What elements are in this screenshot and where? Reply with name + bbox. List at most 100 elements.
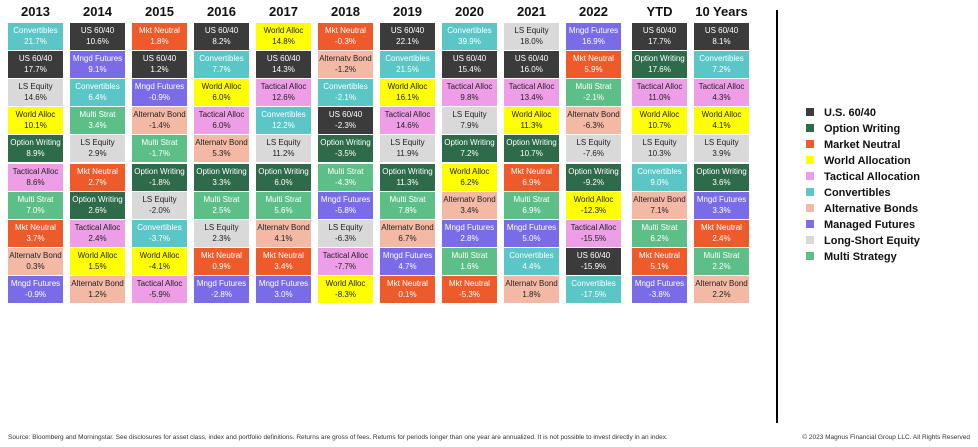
legend-item: Convertibles	[806, 186, 891, 200]
cell-value: 7.1%	[650, 205, 669, 215]
cell: World Alloc -4.1%	[132, 247, 187, 275]
column-header: 2021	[517, 4, 546, 19]
cell-value: 6.4%	[88, 93, 107, 103]
column-header: 2020	[455, 4, 484, 19]
cell-label: Alternatv Bond	[381, 222, 434, 232]
cell-label: Option Writing	[634, 54, 685, 64]
cell-label: Convertibles	[261, 110, 306, 120]
cell: US 60/40 1.2%	[132, 51, 187, 79]
cell-value: 2.4%	[712, 233, 731, 243]
cell-label: Tactical Alloc	[12, 166, 59, 176]
cell: Multi Strat 7.8%	[380, 191, 435, 219]
cell-value: 5.9%	[584, 65, 603, 75]
cell: Tactical Alloc 14.6%	[380, 107, 435, 135]
cell-value: 7.8%	[398, 205, 417, 215]
cell: Option Writing -9.2%	[566, 163, 621, 191]
legend-label: Market Neutral	[824, 139, 901, 151]
cell: Option Writing 17.6%	[632, 51, 687, 79]
cell-value: 1.8%	[522, 289, 541, 299]
legend-item: U.S. 60/40	[806, 106, 876, 120]
cell-label: Alternatv Bond	[695, 278, 748, 288]
cell: Alternatv Bond 4.1%	[256, 219, 311, 247]
cell-label: Option Writing	[320, 138, 371, 148]
cell: Multi Strat 6.9%	[504, 191, 559, 219]
cell-value: 15.4%	[458, 65, 481, 75]
legend-label: Alternative Bonds	[824, 203, 919, 215]
cell-value: -3.8%	[649, 289, 670, 299]
cell-value: 14.3%	[272, 65, 295, 75]
cell: Convertibles 21.5%	[380, 51, 435, 79]
cell-label: US 60/40	[204, 26, 239, 35]
cell-value: 22.1%	[396, 37, 419, 46]
cell: Mngd Futures 5.0%	[504, 219, 559, 247]
cell-label: Alternatv Bond	[71, 278, 124, 288]
cell-value: 17.7%	[648, 37, 671, 46]
cell: Multi Strat 2.5%	[194, 191, 249, 219]
cell-value: 7.0%	[26, 205, 45, 215]
cell: Convertibles 9.0%	[632, 163, 687, 191]
cell-label: Mngd Futures	[444, 222, 495, 232]
cell: US 60/40 15.4%	[442, 51, 497, 79]
cell-value: 17.7%	[24, 65, 47, 75]
cell-label: US 60/40	[142, 54, 177, 64]
cell-value: 16.0%	[520, 65, 543, 75]
cell: LS Equity 2.3%	[194, 219, 249, 247]
cell-label: Tactical Alloc	[136, 278, 183, 288]
cell: Convertibles 4.4%	[504, 247, 559, 275]
cell-value: 6.0%	[212, 121, 231, 131]
cell-value: 6.0%	[274, 177, 293, 187]
cell-value: 14.8%	[272, 37, 295, 46]
cell-value: 1.6%	[460, 261, 479, 271]
cell-value: -3.5%	[335, 149, 356, 159]
cell: World Alloc 11.3%	[504, 107, 559, 135]
cell-value: -5.9%	[149, 289, 170, 299]
cell: Alternatv Bond -1.2%	[318, 51, 373, 79]
cell-value: 0.1%	[398, 289, 417, 299]
cell-label: World Alloc	[573, 194, 614, 204]
cell-value: -8.3%	[335, 289, 356, 299]
legend-swatch	[806, 220, 814, 228]
cell-value: 10.3%	[648, 149, 671, 159]
cell: Mkt Neutral 0.9%	[194, 247, 249, 275]
legend-item: Managed Futures	[806, 218, 915, 232]
cell-label: Convertibles	[199, 54, 244, 64]
cell-value: -2.3%	[335, 121, 356, 131]
cell-label: US 60/40	[576, 250, 611, 260]
cell-label: LS Equity	[452, 110, 487, 120]
cell-value: 16.1%	[396, 93, 419, 103]
cell-value: 39.9%	[458, 37, 481, 46]
cell-value: -2.0%	[149, 205, 170, 215]
cell: US 60/40 -2.3%	[318, 107, 373, 135]
cell: Alternatv Bond 6.7%	[380, 219, 435, 247]
cell: Option Writing 3.3%	[194, 163, 249, 191]
cell: US 60/40 17.7%	[632, 23, 687, 50]
cell: Tactical Alloc 11.0%	[632, 79, 687, 107]
cell: Option Writing 10.7%	[504, 135, 559, 163]
cell-label: Multi Strat	[703, 250, 740, 260]
cell-label: Mngd Futures	[10, 278, 61, 288]
cell: Mngd Futures -0.9%	[132, 79, 187, 107]
cell: Option Writing 2.6%	[70, 191, 125, 219]
cell-label: Option Writing	[696, 166, 747, 176]
cell: Mngd Futures -2.8%	[194, 275, 249, 303]
cell-label: Mkt Neutral	[701, 222, 742, 232]
cell: World Alloc 16.1%	[380, 79, 435, 107]
cell-value: 2.2%	[712, 289, 731, 299]
cell-label: Alternatv Bond	[505, 278, 558, 288]
cell-label: Multi Strat	[389, 194, 426, 204]
cell-value: 2.9%	[88, 149, 107, 159]
cell-label: Mkt Neutral	[201, 250, 242, 260]
legend-swatch	[806, 236, 814, 244]
cell-label: LS Equity	[390, 138, 425, 148]
cell-label: US 60/40	[704, 26, 739, 35]
cell-label: Tactical Alloc	[570, 222, 617, 232]
legend-item: Multi Strategy	[806, 250, 897, 264]
cell: Convertibles 21.7%	[8, 23, 63, 50]
cell-label: Convertibles	[13, 26, 58, 35]
cell-value: 7.7%	[212, 65, 231, 75]
cell: World Alloc 6.0%	[194, 79, 249, 107]
cell-label: Mkt Neutral	[387, 278, 428, 288]
cell-label: Convertibles	[137, 222, 182, 232]
cell-value: 6.2%	[650, 233, 669, 243]
